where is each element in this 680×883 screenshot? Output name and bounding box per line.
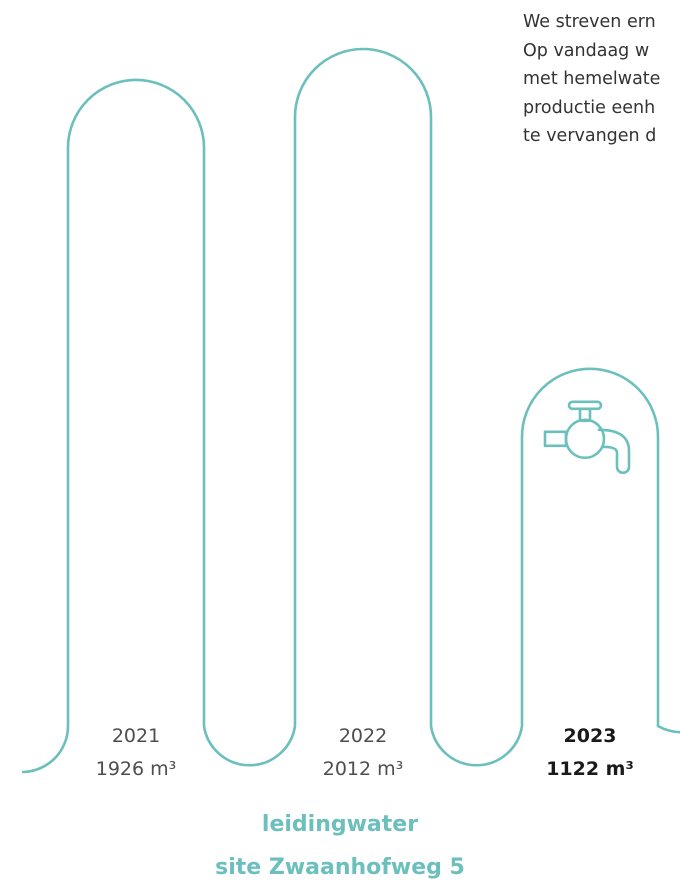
water-tap-icon [543, 400, 631, 475]
bar-label-2021: 2021 1926 m³ [96, 725, 177, 780]
intro-line: We streven ern [523, 12, 656, 32]
intro-text: We streven ern Op vandaag w met hemelwat… [523, 8, 680, 151]
year-label: 2021 [112, 725, 160, 747]
value-label: 2012 m³ [323, 758, 404, 780]
bar-label-2023: 2023 1122 m³ [546, 725, 634, 780]
chart-title: leidingwater [261, 812, 419, 837]
intro-line: met hemelwate [523, 69, 661, 89]
bar-label-2022: 2022 2012 m³ [323, 725, 404, 780]
year-label: 2023 [564, 725, 617, 747]
water-wave-line [21, 47, 680, 774]
intro-line: Op vandaag w [523, 40, 650, 61]
year-label: 2022 [339, 725, 387, 747]
value-label: 1122 m³ [546, 758, 634, 780]
intro-line: te vervangen d [523, 126, 657, 146]
value-label: 1926 m³ [96, 758, 177, 780]
chart-subtitle: site Zwaanhofweg 5 [215, 855, 465, 880]
intro-line: productie eenh [523, 97, 656, 118]
